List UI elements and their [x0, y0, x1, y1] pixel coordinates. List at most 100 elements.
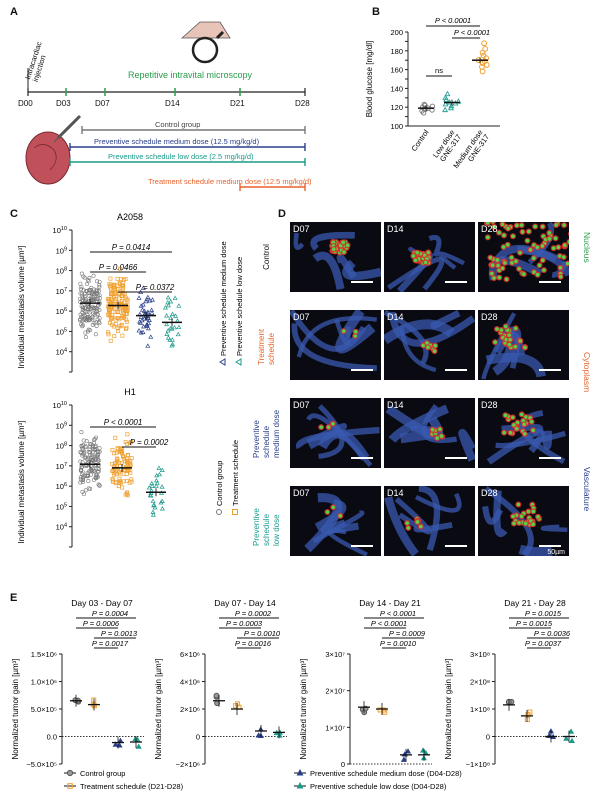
syringe-icon — [53, 114, 82, 143]
cell-nucleus — [492, 224, 496, 229]
data-point — [125, 458, 130, 463]
cell-nucleus — [515, 420, 520, 425]
p-value: P = 0.0004 — [92, 609, 128, 618]
subplot-title: Day 14 - Day 21 — [359, 598, 421, 608]
category-label-line: Control — [409, 128, 430, 153]
vessel — [438, 251, 465, 270]
data-point — [125, 432, 130, 437]
vessel — [518, 544, 553, 556]
cell-nucleus — [514, 259, 518, 264]
cell-nucleus — [547, 237, 552, 241]
cell-nucleus — [524, 415, 528, 419]
cell-nucleus — [419, 524, 423, 529]
data-point — [80, 307, 85, 312]
y-tick-label: 105 — [56, 327, 67, 336]
data-point — [90, 304, 95, 309]
legend-label: Treatment schedule (D21-D28) — [80, 782, 184, 791]
data-point — [79, 463, 84, 468]
scale-bar — [351, 457, 373, 459]
cell-nucleus — [501, 245, 506, 249]
cell-nucleus — [497, 275, 502, 280]
cell-nucleus — [331, 247, 336, 252]
y-tick-label: 0 — [196, 733, 200, 742]
data-point — [97, 316, 102, 321]
data-point — [419, 747, 427, 753]
y-tick-label: 6×10⁶ — [180, 650, 200, 659]
legend-label: Preventive schedule low dose — [235, 257, 244, 356]
vessel — [318, 404, 345, 460]
microscopy-tile: D14 — [384, 222, 475, 292]
data-point — [119, 277, 124, 281]
data-point — [107, 308, 111, 313]
p-value: P < 0.0001 — [380, 609, 416, 618]
data-point — [162, 305, 168, 310]
data-point — [125, 456, 130, 461]
tile-day-label: D14 — [387, 400, 404, 410]
y-tick-exp: 6 — [64, 482, 67, 488]
vessel — [458, 428, 475, 462]
p-value: P < 0.0001 — [104, 418, 143, 427]
vessel — [430, 310, 461, 329]
panel-label-e: E — [10, 592, 18, 604]
p-value: P = 0.0013 — [101, 629, 138, 638]
data-point — [125, 460, 130, 465]
vessel — [293, 232, 305, 250]
data-point — [97, 446, 102, 451]
data-point — [157, 471, 163, 477]
data-point — [442, 101, 449, 107]
y-tick-label: 2×10⁷ — [325, 687, 345, 696]
cell-nucleus — [353, 329, 358, 334]
y-tick-label: 0.0 — [47, 733, 57, 742]
p-value: P = 0.0003 — [226, 619, 263, 628]
data-point — [89, 457, 94, 462]
data-point — [88, 455, 93, 460]
data-point — [172, 324, 178, 330]
data-point — [140, 285, 146, 290]
cell-nucleus — [331, 421, 335, 426]
microscopy-tile: D07 — [290, 398, 381, 468]
data-point — [88, 444, 93, 449]
cell-nucleus — [503, 324, 508, 329]
legend-label: Control group — [215, 461, 224, 506]
data-point — [146, 320, 152, 326]
data-point — [91, 477, 96, 482]
y-tick-label: 2×10⁸ — [470, 678, 490, 687]
data-point — [172, 295, 178, 300]
data-point — [80, 480, 85, 485]
data-point — [173, 313, 179, 318]
scale-bar — [445, 369, 467, 371]
data-point — [119, 461, 124, 466]
data-point — [78, 459, 83, 464]
data-point — [120, 333, 125, 338]
cell-nucleus — [522, 422, 526, 427]
legend-item: Preventive schedule low dose — [235, 257, 244, 366]
microscopy-tile: D28 — [478, 398, 569, 468]
data-point — [78, 449, 83, 454]
data-point — [78, 291, 83, 296]
data-point — [116, 310, 121, 315]
scale-bar — [445, 545, 467, 547]
cell-nucleus — [426, 250, 431, 255]
data-point — [115, 326, 120, 331]
data-point — [213, 692, 220, 699]
data-point — [113, 317, 118, 322]
data-point — [442, 106, 449, 113]
data-point — [97, 296, 102, 301]
y-tick-label: 0 — [486, 733, 490, 742]
data-point — [165, 299, 171, 305]
row-label: Treatment schedule — [257, 328, 276, 365]
p-value: P = 0.0015 — [516, 619, 553, 628]
cell-nucleus — [495, 258, 500, 262]
y-tick-label: 1010 — [53, 401, 67, 410]
blood-glucose-chart: 100 120 140 160 180 200 Blood glucose [mg/dl] C… — [365, 16, 500, 170]
data-point — [90, 322, 95, 327]
data-point — [144, 323, 150, 328]
data-point — [127, 480, 132, 485]
y-tick-exp: 9 — [64, 421, 67, 427]
data-point — [85, 470, 90, 475]
data-point — [83, 317, 88, 322]
cell-nucleus — [511, 514, 515, 519]
cell-nucleus — [520, 230, 525, 234]
y-axis-label: Normalized tumor gain [µm³] — [444, 658, 453, 759]
y-tick-exp: 5 — [64, 327, 67, 333]
